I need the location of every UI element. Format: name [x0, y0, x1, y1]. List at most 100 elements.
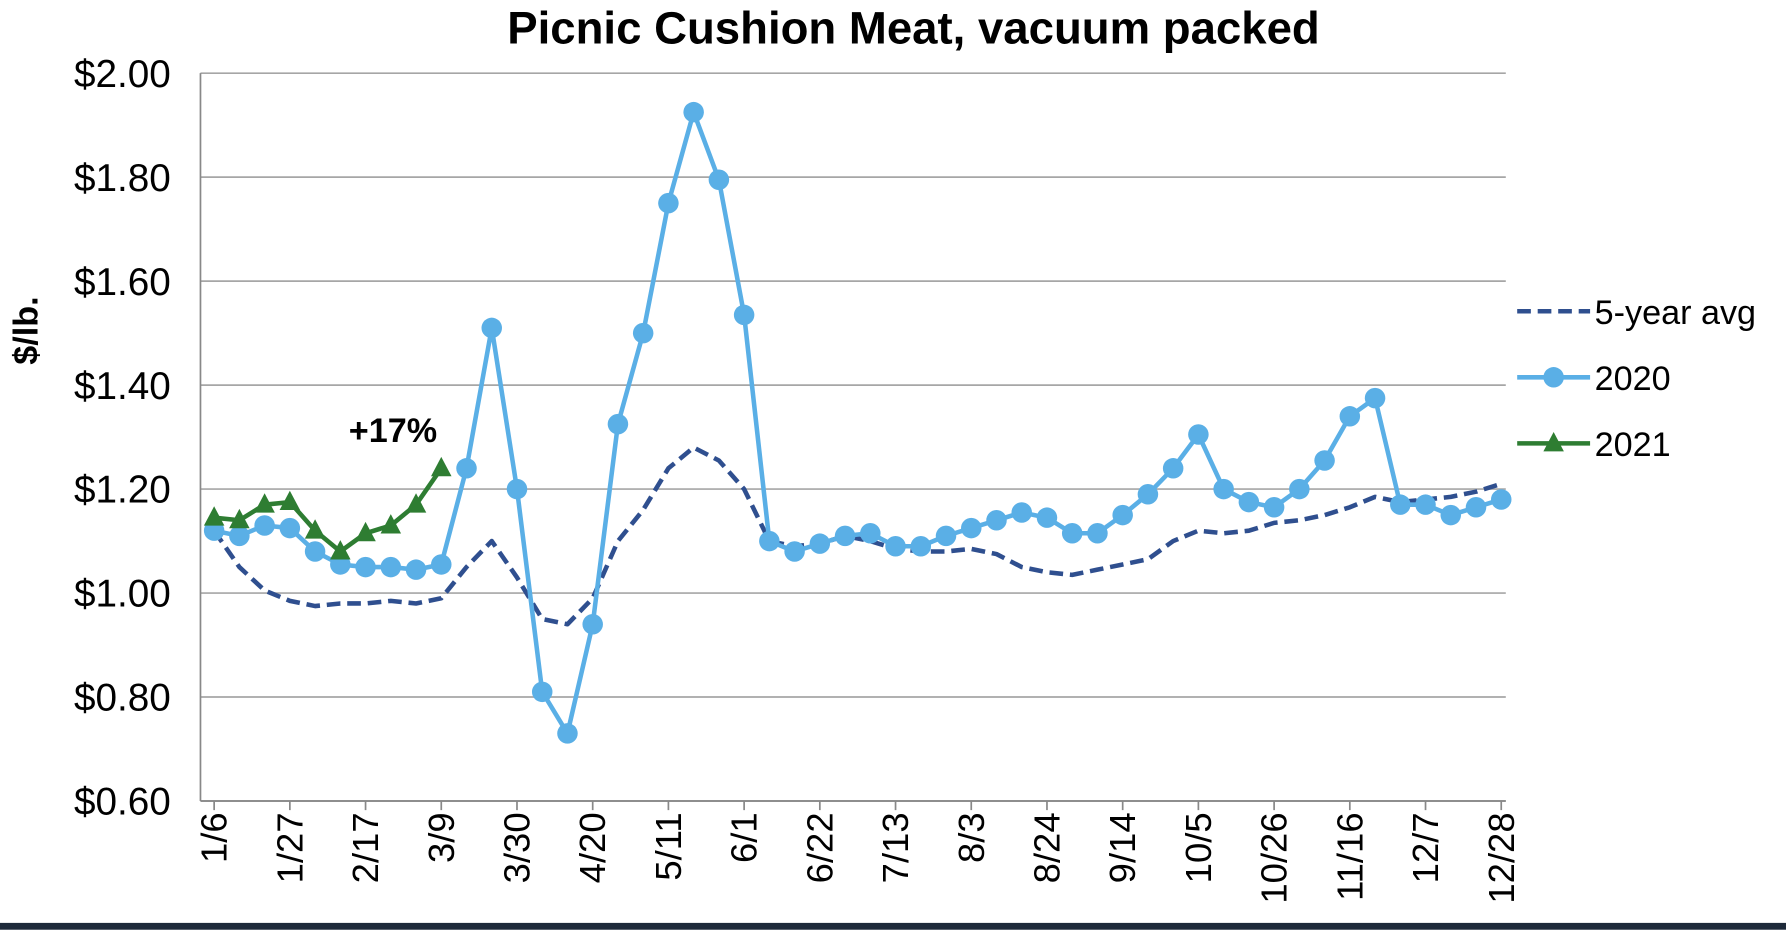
point [759, 530, 780, 552]
point [304, 519, 326, 539]
point [405, 493, 427, 513]
point [1289, 478, 1310, 500]
point [1314, 450, 1335, 471]
y-tick-label: $0.60 [74, 781, 171, 824]
point [1390, 494, 1411, 515]
point [784, 541, 805, 562]
y-axis-label: $/lb. [8, 296, 46, 364]
point [658, 192, 679, 214]
point [1213, 478, 1234, 500]
point [632, 322, 654, 344]
y-tick-label: $1.00 [74, 573, 171, 616]
x-tick-label: 9/14 [1102, 812, 1143, 883]
y-tick-label: $1.80 [74, 157, 171, 200]
x-tick-label: 6/22 [799, 812, 840, 883]
point [986, 510, 1007, 531]
point [506, 478, 528, 500]
chart-title: Picnic Cushion Meat, vacuum packed [507, 3, 1319, 54]
series-line [213, 466, 444, 554]
x-tick-label: 3/30 [497, 812, 538, 883]
point [1440, 504, 1462, 526]
y-tick-label: $1.40 [74, 365, 171, 408]
point [431, 554, 452, 575]
point [380, 514, 402, 534]
x-tick-label: 10/26 [1254, 812, 1295, 903]
point [683, 101, 704, 123]
point [203, 506, 225, 526]
x-tick-label: 2/17 [345, 812, 386, 883]
y-tick-label: $1.60 [74, 261, 171, 304]
x-tick-label: 8/24 [1026, 812, 1067, 883]
y-tick-label: $1.20 [74, 469, 171, 512]
legend-marker [1543, 431, 1564, 452]
point [885, 536, 906, 557]
point [1339, 406, 1361, 427]
point [254, 515, 275, 536]
annotation: +17% [349, 412, 437, 450]
x-tick-label: 12/7 [1405, 812, 1446, 883]
point [1162, 458, 1184, 479]
point [809, 533, 831, 554]
series-line [212, 445, 1502, 627]
point [1137, 484, 1159, 505]
x-tick-label: 5/11 [648, 812, 689, 880]
legend-label: 2021 [1595, 426, 1671, 464]
point [279, 490, 301, 511]
point [1112, 504, 1133, 526]
point [607, 413, 629, 435]
point [330, 540, 351, 560]
point [1188, 424, 1209, 445]
x-tick-label: 6/1 [724, 812, 765, 863]
x-tick-label: 1/6 [194, 812, 235, 863]
x-tick-label: 11/16 [1329, 812, 1370, 900]
legend-label: 2020 [1595, 360, 1671, 398]
point [1263, 497, 1285, 518]
point [355, 521, 376, 542]
point [431, 456, 452, 477]
point [557, 723, 578, 744]
point [304, 541, 326, 562]
point [355, 556, 376, 578]
point [834, 525, 856, 547]
legend-label: 5-year avg [1595, 294, 1756, 332]
y-tick-label: $0.80 [74, 677, 171, 720]
point [229, 508, 250, 529]
point [935, 525, 957, 547]
series-line [213, 109, 1502, 736]
point [456, 458, 477, 479]
point [1490, 489, 1512, 510]
point [531, 681, 553, 703]
legend-marker [1543, 367, 1564, 388]
point [254, 493, 275, 513]
point [1415, 494, 1436, 515]
y-tick-label: $2.00 [74, 53, 171, 96]
x-tick-label: 4/20 [572, 812, 613, 883]
point [1364, 387, 1386, 409]
point [229, 525, 250, 547]
x-tick-label: 7/13 [875, 812, 916, 883]
x-tick-label: 3/9 [421, 812, 462, 863]
x-tick-label: 1/27 [269, 812, 310, 883]
point [279, 517, 301, 539]
point [1238, 491, 1260, 513]
point [1011, 502, 1032, 523]
point [380, 556, 402, 578]
point [910, 536, 932, 557]
point [860, 523, 881, 544]
point [1087, 523, 1108, 544]
x-tick-label: 10/5 [1178, 812, 1219, 883]
x-tick-label: 12/28 [1481, 812, 1522, 903]
point [405, 559, 427, 580]
x-tick-label: 8/3 [951, 812, 992, 863]
point [1465, 497, 1487, 518]
point [1061, 523, 1083, 544]
point [481, 317, 502, 339]
point [582, 614, 603, 635]
bottom-bar [0, 922, 1786, 930]
point [708, 169, 730, 191]
point [1036, 507, 1058, 528]
point [961, 517, 982, 539]
point [733, 304, 755, 326]
